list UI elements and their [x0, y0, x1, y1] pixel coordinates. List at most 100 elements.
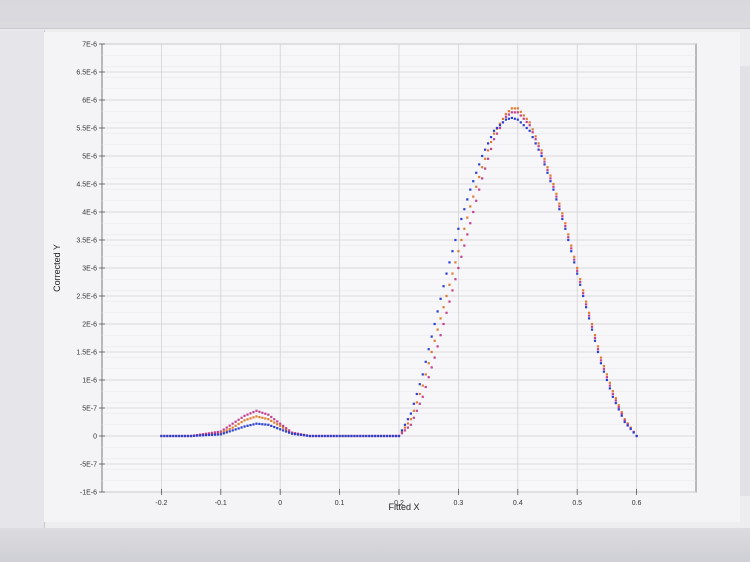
data-point-series-3: [335, 434, 338, 438]
data-point-series-3: [187, 434, 190, 438]
data-point-series-3: [418, 383, 421, 386]
grid-lines: [102, 43, 696, 493]
data-point-series-1: [243, 419, 246, 422]
data-point-series-1: [219, 432, 222, 435]
data-point-series-3: [519, 121, 522, 124]
data-point-series-3: [204, 434, 208, 437]
data-point-series-3: [475, 171, 478, 174]
data-point-series-1: [608, 381, 611, 384]
data-point-series-1: [457, 250, 460, 253]
data-point-series-2: [543, 160, 546, 163]
data-point-series-3: [365, 434, 368, 438]
data-point-series-3: [391, 434, 395, 438]
data-point-series-1: [424, 373, 427, 376]
data-point-series-2: [608, 384, 611, 387]
data-point-series-2: [228, 424, 231, 427]
x-tick-label: 0.6: [632, 500, 642, 507]
data-point-series-3: [282, 429, 285, 432]
data-point-series-2: [427, 376, 430, 379]
data-point-series-2: [439, 334, 442, 337]
data-point-series-1: [513, 107, 516, 110]
data-point-series-1: [258, 416, 261, 419]
data-point-series-3: [608, 387, 611, 390]
data-point-series-3: [258, 422, 261, 426]
data-point-series-3: [356, 434, 359, 438]
data-point-series-3: [448, 261, 451, 264]
data-point-series-3: [472, 180, 475, 183]
data-point-series-2: [213, 431, 216, 434]
data-point-series-1: [540, 149, 543, 152]
data-point-series-1: [234, 424, 237, 427]
data-point-series-1: [558, 202, 561, 205]
data-point-series-3: [573, 261, 576, 264]
data-point-series-3: [237, 427, 240, 430]
data-point-series-3: [163, 434, 166, 438]
data-point-series-3: [406, 418, 410, 421]
y-axis-title: Corrected Y: [52, 244, 62, 292]
data-point-series-1: [522, 114, 525, 117]
data-point-series-2: [492, 138, 496, 141]
data-point-series-3: [332, 434, 335, 438]
data-point-series-2: [522, 117, 525, 120]
y-axis-ticks: -1E-6 -5E-7 0 5E-7 1E-6 1.5E-6 2E-6 2.5E-6 3E-6 3…: [76, 42, 105, 497]
data-point-series-3: [243, 425, 246, 428]
data-point-series-1: [564, 222, 567, 225]
data-point-series-2: [276, 420, 279, 423]
data-point-series-1: [451, 272, 454, 275]
data-point-series-1: [579, 278, 582, 281]
data-point-series-3: [587, 317, 591, 320]
data-point-series-3: [495, 126, 499, 130]
data-point-series-2: [558, 205, 561, 208]
data-point-series-1: [501, 117, 505, 120]
data-point-series-3: [279, 428, 282, 431]
data-point-series-3: [632, 431, 635, 434]
data-point-series-3: [570, 250, 573, 253]
data-point-series-1: [421, 384, 424, 387]
data-point-series-3: [397, 434, 401, 438]
data-point-series-2: [561, 215, 564, 218]
data-point-series-3: [320, 434, 323, 438]
data-point-series-3: [326, 434, 329, 438]
data-point-series-1: [406, 422, 410, 425]
data-point-series-3: [543, 163, 546, 166]
data-point-series-3: [561, 217, 564, 221]
data-point-series-3: [626, 424, 629, 427]
data-point-series-1: [525, 117, 528, 120]
data-point-series-1: [240, 421, 243, 424]
data-point-series-2: [570, 247, 573, 250]
data-point-series-2: [498, 126, 502, 130]
data-point-series-3: [421, 373, 424, 376]
data-point-series-2: [436, 345, 439, 348]
data-point-series-3: [228, 430, 231, 433]
data-point-series-1: [400, 430, 404, 433]
data-point-series-3: [377, 434, 380, 438]
data-point-series-3: [195, 434, 199, 437]
data-point-series-3: [175, 434, 178, 438]
data-point-series-3: [249, 423, 252, 427]
data-point-series-3: [359, 434, 362, 438]
data-point-series-1: [599, 356, 603, 359]
data-point-series-3: [371, 434, 374, 438]
data-point-series-2: [587, 314, 591, 317]
x-tick-label: 0.1: [335, 500, 345, 507]
data-point-series-1: [454, 261, 457, 264]
data-point-series-1: [237, 422, 240, 426]
data-point-series-3: [469, 188, 472, 191]
data-point-series-2: [231, 422, 234, 425]
data-point-series-3: [546, 171, 549, 174]
data-point-series-3: [537, 148, 540, 151]
data-point-series-1: [427, 362, 430, 365]
data-point-series-3: [314, 434, 317, 438]
data-point-series-3: [190, 434, 193, 438]
data-point-series-3: [225, 431, 228, 434]
data-point-series-1: [611, 390, 614, 393]
data-point-series-1: [412, 409, 415, 412]
data-point-series-2: [528, 124, 531, 127]
data-point-series-3: [255, 422, 258, 425]
data-point-series-3: [531, 136, 534, 139]
data-point-series-2: [489, 147, 493, 151]
data-point-series-3: [264, 423, 267, 426]
data-point-series-2: [210, 431, 213, 434]
data-point-series-2: [475, 199, 478, 202]
data-point-series-3: [504, 118, 508, 121]
